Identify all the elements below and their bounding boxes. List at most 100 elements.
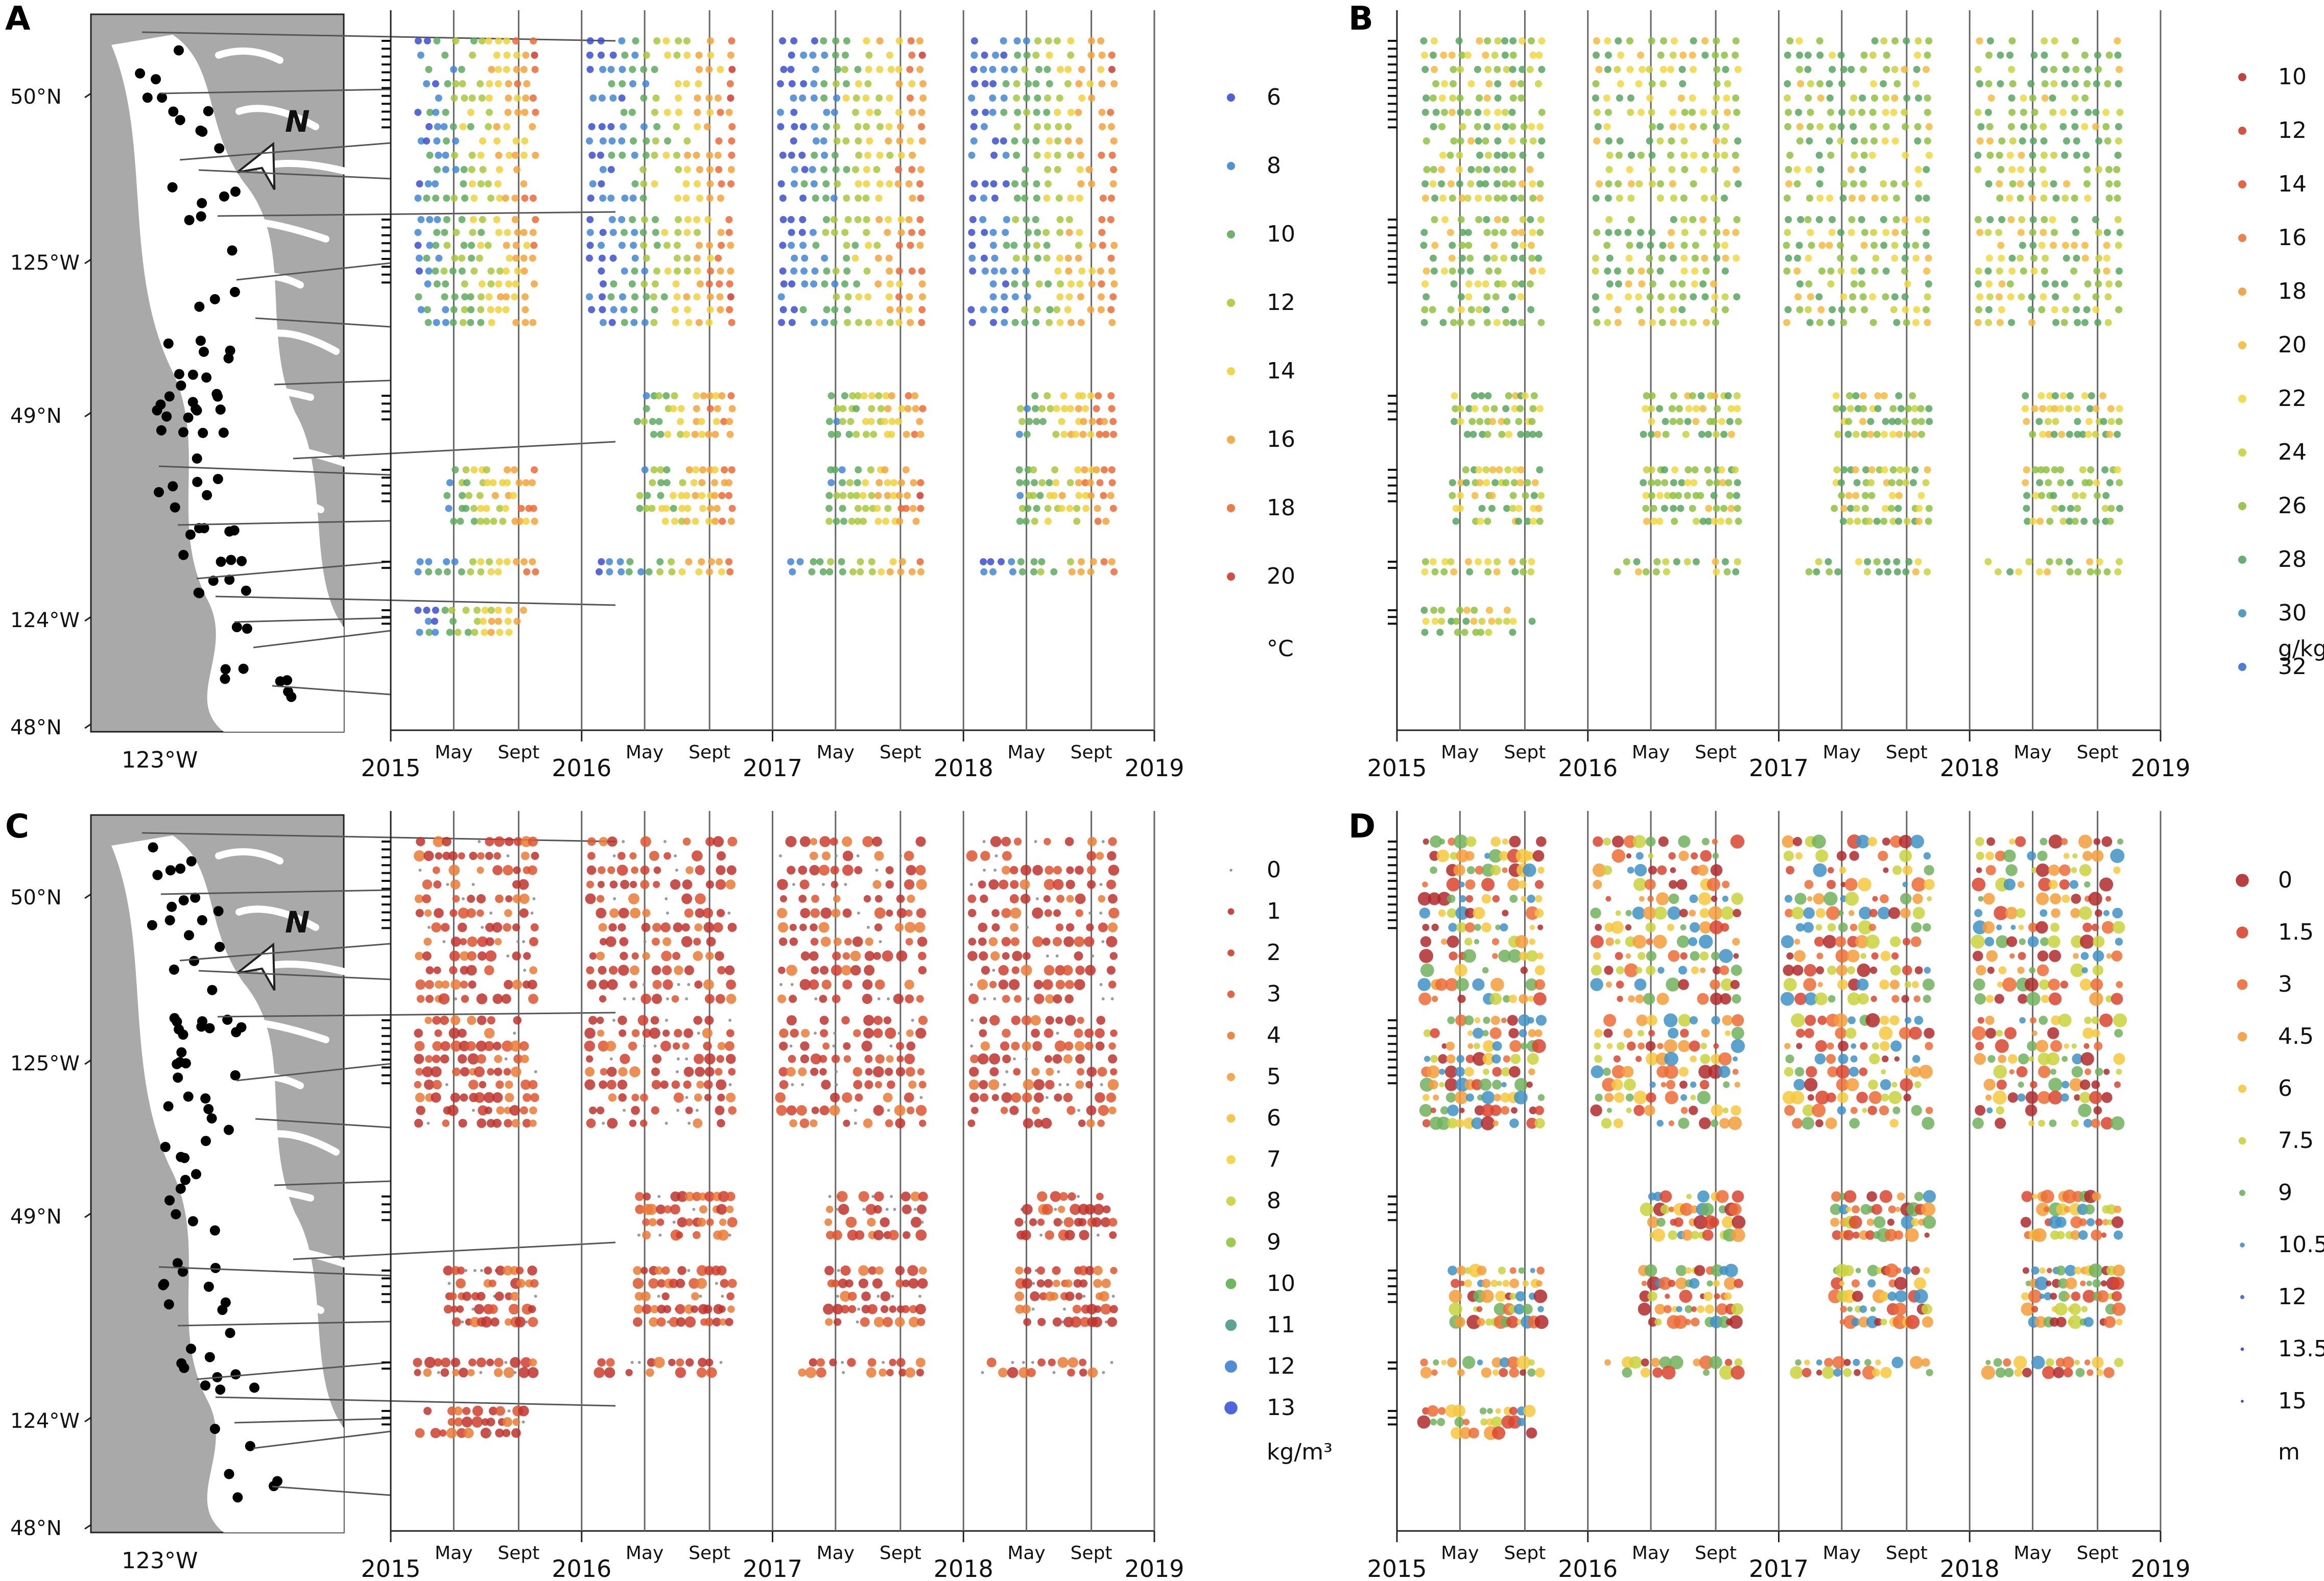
map-station — [167, 901, 177, 912]
data-point — [1603, 94, 1610, 102]
data-point — [1784, 195, 1791, 202]
map-station — [212, 474, 223, 484]
data-point — [1825, 242, 1833, 249]
data-point — [415, 951, 423, 961]
data-point — [713, 418, 720, 425]
data-point — [447, 1406, 457, 1416]
data-point — [872, 880, 882, 889]
data-point — [1001, 306, 1009, 314]
data-point — [1726, 418, 1734, 425]
data-point — [832, 166, 840, 173]
data-point — [1058, 1083, 1062, 1086]
data-point — [1692, 242, 1699, 249]
data-point — [513, 166, 520, 173]
data-point — [643, 940, 647, 943]
data-point — [1012, 1057, 1016, 1061]
data-point — [1605, 216, 1613, 223]
data-point — [1884, 568, 1892, 576]
data-point — [844, 938, 852, 946]
data-point — [619, 80, 626, 87]
data-point — [889, 1305, 897, 1313]
data-point — [640, 66, 648, 73]
data-point — [523, 242, 531, 249]
data-point — [1492, 895, 1500, 903]
data-point — [585, 1067, 595, 1077]
data-point — [1099, 1291, 1109, 1302]
data-point — [902, 1204, 912, 1214]
data-point — [980, 851, 990, 861]
data-point — [991, 254, 999, 262]
data-point — [671, 517, 678, 525]
map-station — [216, 557, 226, 567]
map-station — [163, 338, 174, 349]
data-point — [1101, 997, 1105, 1000]
data-point — [1627, 195, 1635, 202]
map-station — [151, 74, 161, 85]
data-point — [1032, 865, 1043, 876]
data-point — [1896, 466, 1904, 473]
data-point — [695, 1109, 699, 1112]
data-point — [1904, 280, 1911, 288]
data-point — [1000, 137, 1007, 145]
data-point — [1084, 1204, 1096, 1215]
data-point — [716, 1204, 727, 1215]
data-point — [1538, 267, 1546, 275]
data-point — [1689, 109, 1696, 116]
data-point — [2038, 492, 2046, 499]
data-point — [1438, 1407, 1446, 1415]
data-point — [530, 912, 534, 915]
data-point — [468, 242, 475, 249]
legend-label: 8 — [1267, 1188, 1281, 1214]
month-label: May — [1007, 742, 1045, 763]
data-point — [1076, 280, 1084, 288]
data-point — [2073, 405, 2081, 413]
data-point — [1015, 1266, 1024, 1275]
data-point — [609, 94, 617, 102]
data-point — [707, 52, 715, 59]
data-point — [1086, 80, 1094, 87]
data-point — [1016, 405, 1024, 413]
data-point — [1427, 1405, 1439, 1417]
data-point — [905, 392, 912, 399]
data-point — [810, 908, 820, 918]
data-point — [1784, 94, 1791, 102]
data-point — [1529, 430, 1536, 438]
data-point — [1476, 418, 1484, 425]
data-point — [1848, 216, 1856, 223]
data-point — [877, 405, 885, 413]
data-point — [2061, 280, 2069, 288]
data-point — [443, 195, 450, 202]
data-point — [1784, 80, 1791, 87]
data-point — [1064, 1230, 1075, 1240]
data-point — [2049, 109, 2057, 116]
data-point — [468, 1358, 477, 1367]
map-connector — [253, 1430, 391, 1449]
data-point — [1450, 852, 1458, 860]
data-point — [1732, 94, 1740, 102]
data-point — [1721, 558, 1729, 565]
data-point — [799, 216, 807, 223]
data-point — [650, 1305, 659, 1313]
data-point — [800, 908, 811, 918]
data-point — [1465, 405, 1473, 413]
data-point — [1882, 229, 1890, 236]
data-point — [1595, 66, 1603, 73]
data-point — [1024, 1266, 1032, 1275]
data-point — [2073, 293, 2081, 301]
data-point — [1498, 1266, 1506, 1275]
data-point — [673, 242, 681, 249]
data-point — [443, 1265, 453, 1276]
data-point — [717, 306, 724, 314]
data-point — [1439, 195, 1446, 202]
data-point — [808, 568, 816, 576]
data-point — [532, 568, 539, 576]
data-point — [1488, 617, 1496, 625]
data-point — [1022, 280, 1029, 288]
data-point — [1902, 306, 1909, 314]
data-point — [1433, 1359, 1439, 1366]
data-point — [416, 836, 425, 847]
data-point — [897, 152, 905, 159]
data-point — [665, 897, 668, 900]
data-point — [418, 869, 422, 872]
